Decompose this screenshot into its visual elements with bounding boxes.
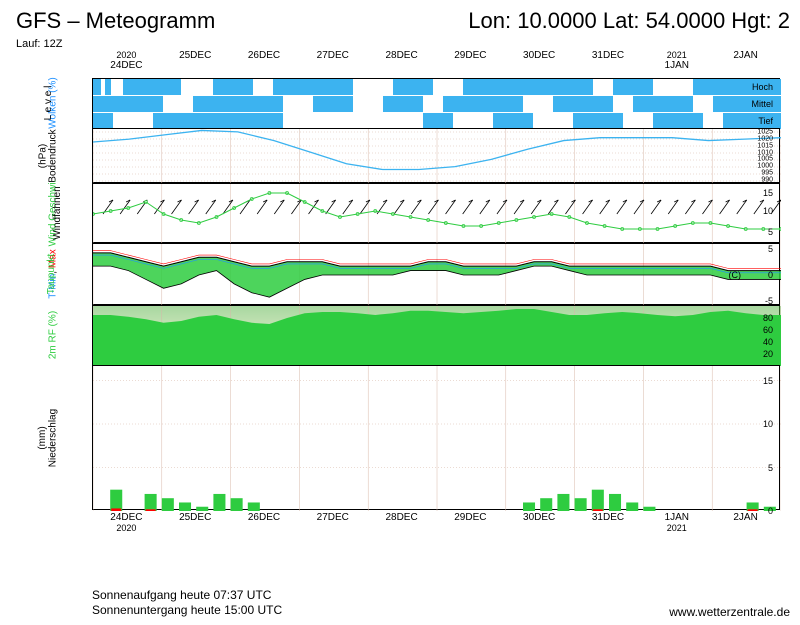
ytick-label: 0 — [768, 270, 773, 280]
x-tick: 2JAN — [711, 512, 780, 540]
ylabel2-wind: Windfahnen — [52, 186, 63, 239]
x-tick: 30DEC — [505, 50, 574, 78]
ytick-label: Hoch — [752, 82, 773, 92]
sun-times: Sonnenaufgang heute 07:37 UTC Sonnenunte… — [92, 588, 282, 619]
x-tick: 24DEC2020 — [92, 512, 161, 540]
ytick-label: 10 — [763, 419, 773, 429]
ytick-label: 1025 — [757, 128, 773, 135]
x-axis-bottom: 24DEC202025DEC26DEC27DEC28DEC29DEC30DEC3… — [92, 512, 780, 540]
source: www.wetterzentrale.de — [669, 605, 790, 619]
ytick-label: 10 — [763, 206, 773, 216]
x-tick: 25DEC — [161, 50, 230, 78]
x-tick: 28DEC — [367, 512, 436, 540]
x-tick: 26DEC — [230, 50, 299, 78]
ytick-label: 1005 — [757, 156, 773, 163]
ytick-label: 5 — [768, 244, 773, 254]
chart-wind: (kt) — [93, 184, 781, 244]
panel-pressure: Bodendruck (hPa) 10251020101510101005100… — [92, 128, 780, 183]
sunrise: Sonnenaufgang heute 07:37 UTC — [92, 588, 282, 604]
x-tick: 28DEC — [367, 50, 436, 78]
x-tick: 1JAN2021 — [642, 512, 711, 540]
ylabel2-temp: Taupunkt — [46, 254, 57, 295]
x-tick: 27DEC — [298, 512, 367, 540]
footer: Sonnenaufgang heute 07:37 UTC Sonnenunte… — [92, 588, 790, 619]
ytick-label: 60 — [763, 325, 773, 335]
x-tick: 2JAN — [711, 50, 780, 78]
run-label: Lauf: 12Z — [16, 38, 62, 50]
header: GFS – Meteogramm Lon: 10.0000 Lat: 54.00… — [16, 8, 790, 34]
ytick-label: 1015 — [757, 142, 773, 149]
x-tick: 31DEC — [574, 50, 643, 78]
panel-precip: Niederschlag (mm) 151050 — [92, 365, 780, 510]
title-left: GFS – Meteogramm — [16, 8, 215, 34]
x-tick: 202024DEC — [92, 50, 161, 78]
x-tick: 29DEC — [436, 512, 505, 540]
ylabel2-pressure: (hPa) — [38, 143, 49, 167]
ytick-label: 15 — [763, 188, 773, 198]
ytick-label: 5 — [768, 463, 773, 473]
chart-area: 202024DEC25DEC26DEC27DEC28DEC29DEC30DEC3… — [92, 50, 780, 570]
sunset: Sonnenuntergang heute 15:00 UTC — [92, 603, 282, 619]
chart-temp — [93, 244, 781, 306]
ylabel-precip: Niederschlag — [48, 398, 59, 478]
ytick-label: Mittel — [751, 99, 773, 109]
ylabel2-precip: (mm) — [37, 426, 48, 449]
x-tick: 29DEC — [436, 50, 505, 78]
chart-humidity — [93, 306, 781, 366]
chart-pressure — [93, 129, 781, 184]
x-tick: 30DEC — [505, 512, 574, 540]
ytick-label: 80 — [763, 313, 773, 323]
ytick-label: 40 — [763, 337, 773, 347]
title-right: Lon: 10.0000 Lat: 54.0000 Hgt: 2 — [468, 8, 790, 34]
panel-humidity: 2m RF (%) 80604020 — [92, 305, 780, 365]
panel-temp: T-Min, Max Taupunkt 50-5(C) — [92, 243, 780, 305]
ytick-label: Tief — [758, 116, 773, 126]
ytick-label: 5 — [768, 227, 773, 237]
x-tick: 31DEC — [574, 512, 643, 540]
x-axis-top: 202024DEC25DEC26DEC27DEC28DEC29DEC30DEC3… — [92, 50, 780, 78]
panel-clouds: Wolken (%) L e v e l HochMittelTief — [92, 78, 780, 128]
ytick-label: 20 — [763, 349, 773, 359]
panel-wind: Wind Geschwi. Windfahnen (kt) 15105 — [92, 183, 780, 243]
chart-precip — [93, 366, 781, 511]
ylabel-humidity: 2m RF (%) — [48, 295, 59, 375]
chart-clouds — [93, 79, 781, 129]
x-tick: 20211JAN — [642, 50, 711, 78]
x-tick: 25DEC — [161, 512, 230, 540]
x-tick: 26DEC — [230, 512, 299, 540]
ytick-label: 15 — [763, 376, 773, 386]
x-tick: 27DEC — [298, 50, 367, 78]
